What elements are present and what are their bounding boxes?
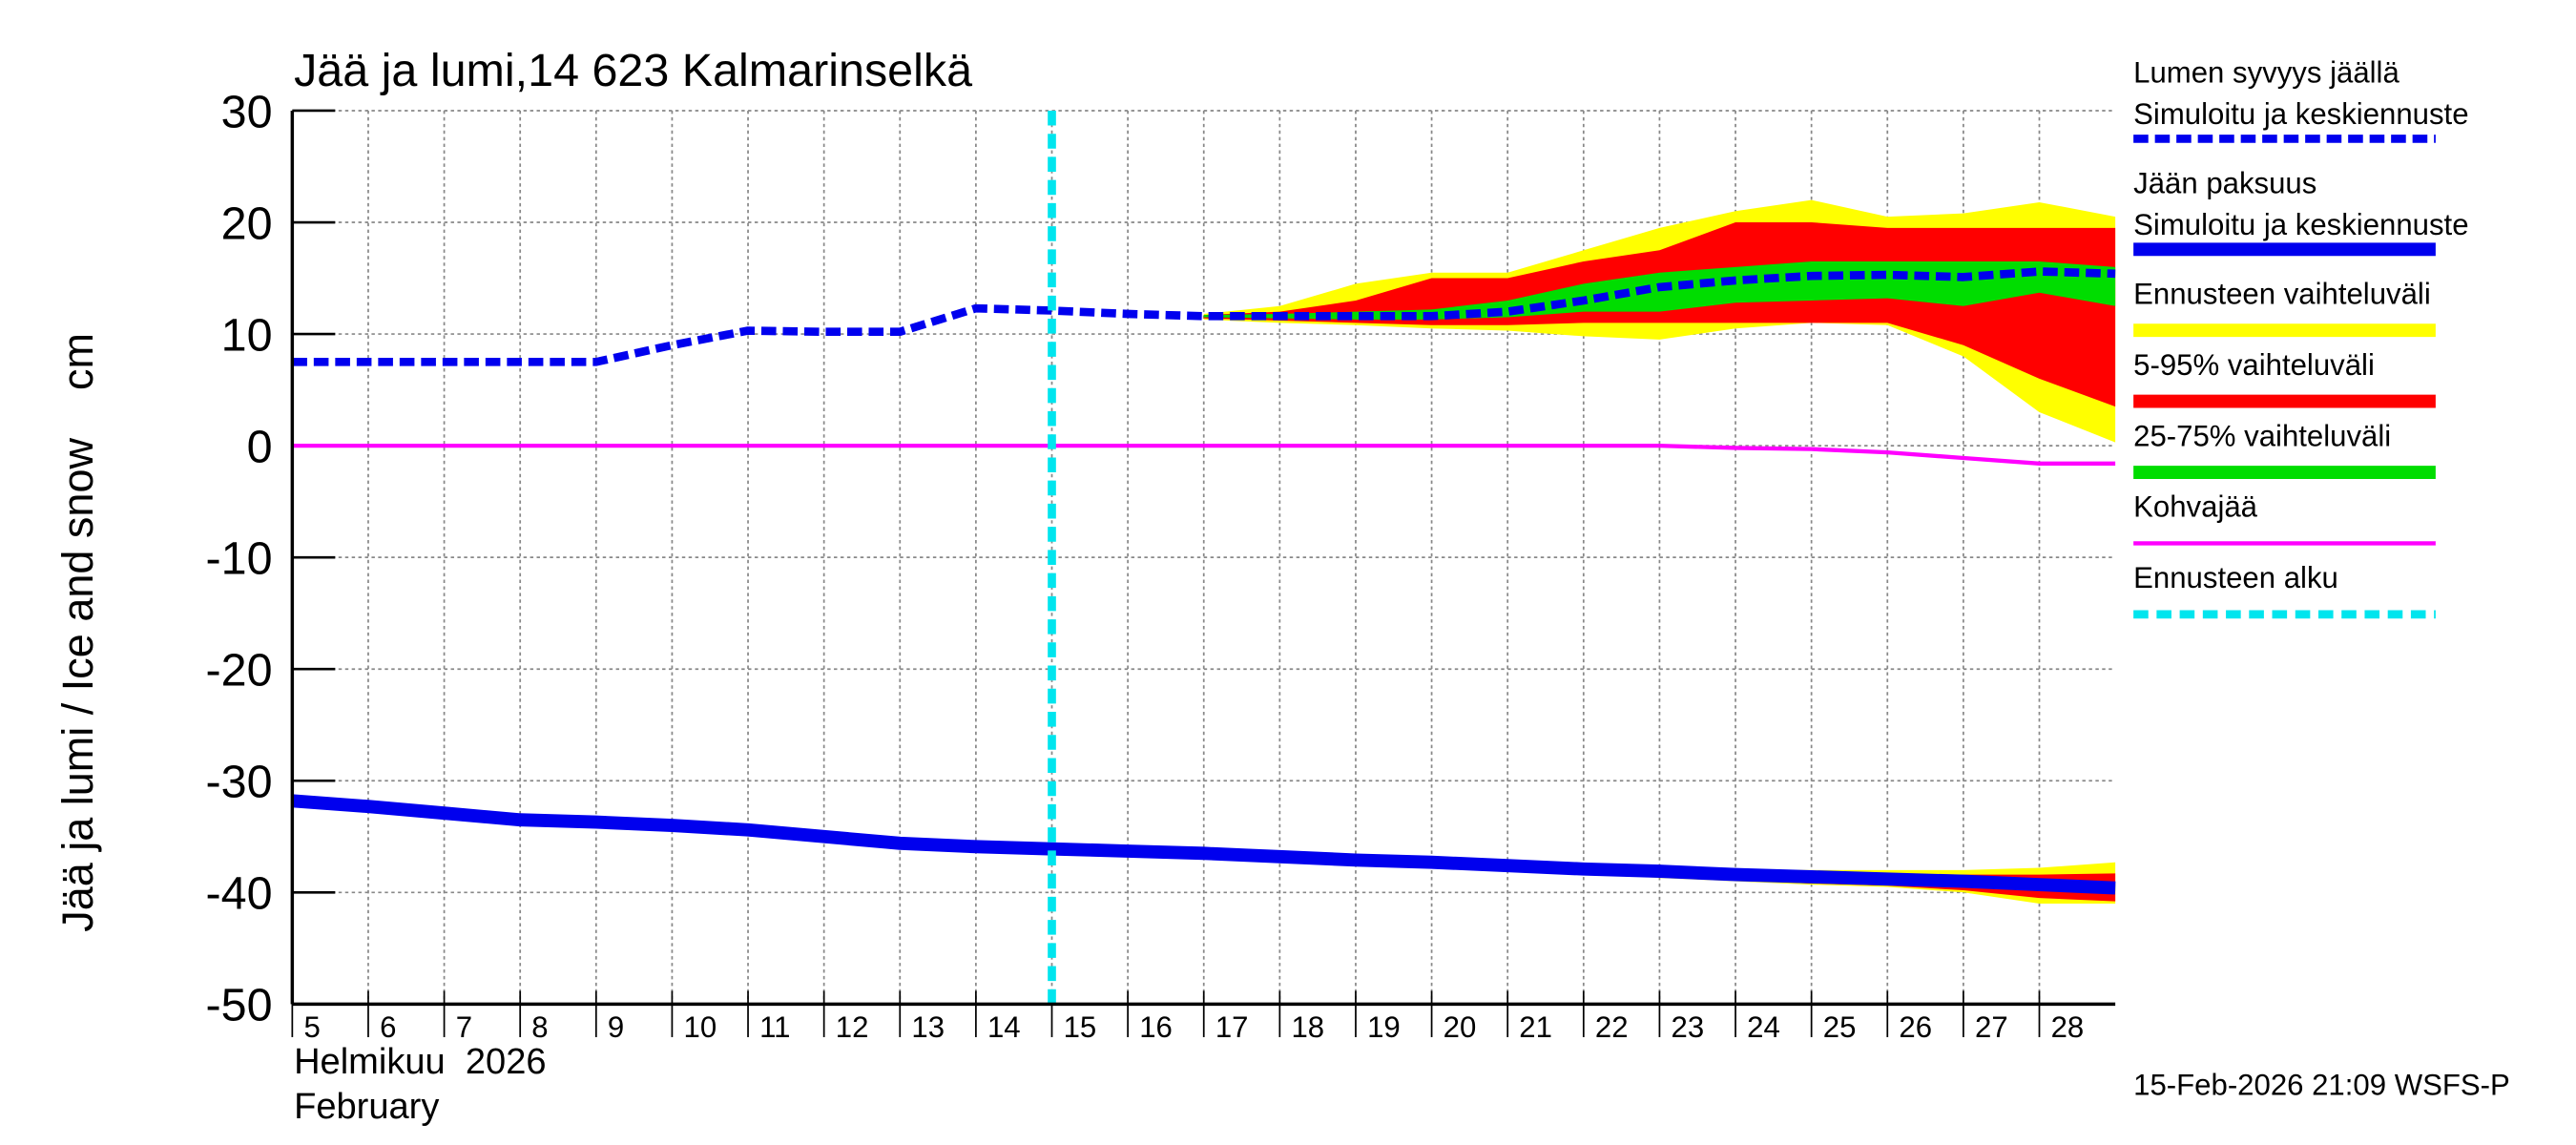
y-tick-label: -30 (206, 757, 273, 808)
x-tick-label: 26 (1899, 1010, 1932, 1044)
legend-label: Jään paksuus (2133, 167, 2316, 200)
series-line (292, 443, 2116, 467)
x-tick-label: 15 (1064, 1010, 1097, 1044)
y-tick-label: -20 (206, 645, 273, 697)
legend-label: Ennusteen vaihteluväli (2133, 277, 2431, 310)
y-tick-label: 30 (221, 86, 273, 137)
x-tick-label: 9 (608, 1010, 624, 1044)
y-tick-label: -40 (206, 868, 273, 920)
x-tick-label: 22 (1595, 1010, 1629, 1044)
x-tick-label: 21 (1519, 1010, 1552, 1044)
x-tick-label: 16 (1139, 1010, 1173, 1044)
x-tick-label: 28 (2051, 1010, 2085, 1044)
x-tick-label: 5 (303, 1010, 320, 1044)
y-tick-label: -50 (206, 980, 273, 1031)
y-tick-label: 10 (221, 309, 273, 361)
legend-label: Kohvajää (2133, 490, 2258, 524)
x-tick-label: 17 (1215, 1010, 1249, 1044)
legend-label: Simuloitu ja keskiennuste (2133, 208, 2468, 241)
x-tick-label: 6 (380, 1010, 396, 1044)
x-tick-label: 24 (1747, 1010, 1780, 1044)
x-tick-label: 20 (1444, 1010, 1477, 1044)
x-tick-label: 14 (987, 1010, 1021, 1044)
x-axis-label: February (294, 1087, 439, 1127)
y-tick-label: 0 (247, 421, 273, 472)
x-tick-label: 25 (1823, 1010, 1857, 1044)
legend-label: Ennusteen alku (2133, 561, 2338, 594)
footer: 15-Feb-2026 21:09 WSFS-P (2133, 1069, 2510, 1102)
legend-label: Simuloitu ja keskiennuste (2133, 97, 2468, 131)
x-tick-label: 19 (1367, 1010, 1401, 1044)
x-tick-label: 13 (911, 1010, 945, 1044)
legend-label: Lumen syvyys jäällä (2133, 56, 2399, 90)
y-axis-label: Jää ja lumi / Ice and snow cm (53, 333, 102, 932)
x-tick-label: 10 (684, 1010, 717, 1044)
x-tick-label: 8 (531, 1010, 548, 1044)
y-tick-label: 20 (221, 198, 273, 249)
series-line (291, 794, 2116, 895)
legend-label: 25-75% vaihteluväli (2133, 419, 2391, 452)
series-line (292, 267, 2116, 366)
x-axis-label: Helmikuu 2026 (294, 1042, 546, 1082)
x-tick-label: 12 (836, 1010, 869, 1044)
chart-title: Jää ja lumi,14 623 Kalmarinselkä (294, 45, 972, 96)
legend-label: 5-95% vaihteluväli (2133, 348, 2375, 382)
y-tick-label: -10 (206, 532, 273, 584)
x-tick-label: 27 (1975, 1010, 2008, 1044)
x-tick-label: 7 (456, 1010, 472, 1044)
x-tick-label: 18 (1291, 1010, 1324, 1044)
x-tick-label: 11 (759, 1010, 790, 1044)
x-tick-label: 23 (1672, 1010, 1705, 1044)
